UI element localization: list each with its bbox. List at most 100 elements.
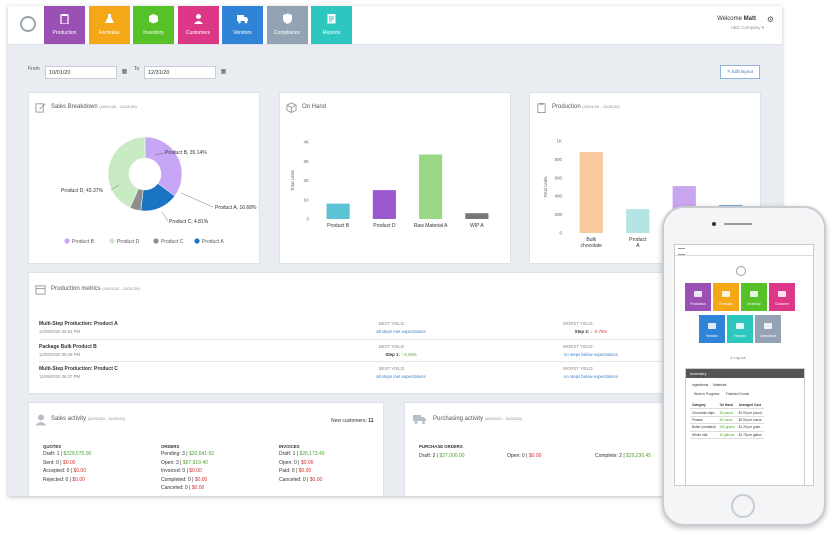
inventory-table: Category On Hand Averaged Cost Chocolate c… [690,402,764,439]
nav-tile-production[interactable]: Production [44,6,85,44]
bar-product-b[interactable] [326,203,350,219]
metric-name[interactable]: Multi-Step Production: Product A [39,321,118,327]
phone-tile-compliance[interactable]: Compliance [755,315,781,343]
amount: $20,641.92 [189,451,215,457]
edit-layout-button[interactable]: ✎ Edit layout [720,65,760,79]
po-complete[interactable]: Complete: 2 | $29,230.45 [595,453,652,459]
from-date-input[interactable]: 10/01/20 [45,66,117,79]
metric-name[interactable]: Multi-Step Production: Product C [39,366,118,372]
bar-product-d[interactable] [372,190,396,219]
invoices-line[interactable]: Canceled: 0 | $0.00 [279,476,323,483]
tile-icon [694,291,702,297]
table-row[interactable]: Whole milk 10 gallons $1.78 per gallon [690,431,764,439]
nav-tile-customers[interactable]: Customers [177,6,219,44]
worst-yield-label: WORST YIELD: [563,321,594,326]
column-header[interactable]: Averaged Cost [736,402,764,410]
orders-line[interactable]: Invoiced: 0 | $0.00 [161,468,202,475]
phone-tile-vendors[interactable]: Vendors [699,315,725,343]
phone-tile-customer[interactable]: Customer [769,283,795,311]
bar-wip-a[interactable] [465,213,489,219]
metric-name[interactable]: Package Bulk Product B [39,344,97,350]
po-draft[interactable]: Draft: 2 | $27,000.00 [419,453,465,459]
pie-slice-product-d[interactable] [107,136,146,209]
best-yield-label: BEST YIELD: [379,366,405,371]
inventory-panel: Inventory Ingredients Materials Work in Pr… [685,368,805,485]
speaker-grille [724,223,752,225]
company-selector[interactable]: ABC Company ▾ [730,25,764,30]
invoices-line[interactable]: Open: 0 | $0.00 [279,459,314,466]
worst-yield-value: no steps below expectations [545,352,637,357]
column-header[interactable]: On Hand [717,402,737,410]
quotes-line[interactable]: Accepted: 0 | $0.00 [43,468,86,475]
quotes-line[interactable]: Sent: 0 | $0.00 [43,459,76,466]
phone-tile-inventory[interactable]: Inventory [741,283,767,311]
column-header[interactable]: Category [690,402,718,410]
metric-row[interactable]: Multi-Step Production: Product C 12/09/20… [39,361,749,382]
orders-line[interactable]: Pending: 3 | $20,641.92 [161,451,215,457]
nav-tile-vendors[interactable]: Vendors [222,6,263,44]
bar-bulk-chocolate[interactable] [579,152,603,233]
orders-line[interactable]: Canceled: 0 | $0.00 [161,485,205,492]
worst-yield-value: Step 3: ↓ -0.75% [545,329,637,334]
best-yield-text[interactable]: all steps met expectations [376,374,426,379]
invoices-line[interactable]: Paid: 0 | $0.00 [279,468,312,475]
quotes-line[interactable]: Draft: 1 | $229,575.00 [43,451,92,457]
phone-tile-production[interactable]: Production [685,283,711,311]
new-customers: New customers: 11 [331,418,374,424]
table-cell: $1.26 per gram [736,423,764,432]
phone-tile-reports[interactable]: Reports [727,315,753,343]
nav-tile-inventory[interactable]: Inventory [133,6,174,44]
metric-row[interactable]: Multi-Step Production: Product A 12/09/20… [39,317,749,337]
calendar-icon[interactable]: ▦ [220,69,227,75]
inventory-tab[interactable]: Materials [713,383,727,387]
inventory-tab[interactable]: Finished Goods [726,392,750,396]
logout-link[interactable]: ⏻ Log out [730,356,746,360]
po-open[interactable]: Open: 0 | $0.00 [507,453,542,459]
table-row[interactable]: Chocolate chips 25 pound $1.90 per pound [690,408,764,417]
bar-product-a[interactable] [626,209,650,233]
nav-tile-compliance[interactable]: Compliance [266,6,308,44]
on-hand-bar-chart: Total Units 0 1K 2K 3K 4K Product B Product D Ra… [290,140,489,229]
worst-yield-text[interactable]: no steps below expectations [564,352,618,357]
hamburger-menu-icon[interactable] [678,248,685,255]
calendar-icon[interactable]: ▦ [121,69,128,75]
nav-tile-formulas[interactable]: Formulas [88,6,130,44]
metric-row[interactable]: Package Bulk Product B 12/09/2020 06:49 P… [39,339,749,360]
gear-icon[interactable]: ⚙ [766,15,774,24]
home-button[interactable] [731,494,755,518]
bar-raw-material-a[interactable] [419,154,443,219]
table-cell: $1.90 per pound [736,408,764,417]
orders-line[interactable]: Completed: 0 | $0.00 [161,476,208,483]
inventory-tab[interactable]: Ingredients [692,383,709,387]
phone-mockup: Production Formulas Inventory Customer Vendo… [662,206,826,526]
calendar-icon [35,285,46,295]
pie-data-label: Product D, 43.37% [61,188,104,194]
x-tick-label: Raw Material A [414,223,448,229]
invoices-column: INVOICES Draft: 1 | $26,173.40 Open: 0 | $… [279,444,325,484]
y-tick-label: 0 [306,217,309,222]
table-row[interactable]: Butter (unsalted) 200 grams $1.26 per gram [690,423,764,432]
legend-swatch [64,238,70,244]
best-yield-step: Step 1: [385,352,400,357]
app-logo-icon [736,266,746,276]
nav-tile-reports[interactable]: Reports [311,6,352,44]
phone-tile-formulas[interactable]: Formulas [713,283,739,311]
legend-label: Product C [161,239,184,245]
worst-yield-label: WORST YIELD: [563,366,594,371]
app-logo-icon[interactable] [20,16,36,32]
pie-slice-product-b[interactable] [144,136,183,197]
to-date-input[interactable]: 12/31/20 [144,66,216,79]
amount: $0.00 [194,476,208,483]
y-tick-label: 400 [554,194,562,199]
best-yield-label: BEST YIELD: [379,321,405,326]
inventory-tab[interactable]: Work in Progress [694,392,720,396]
quotes-line[interactable]: Rejected: 0 | $0.00 [43,476,85,483]
sales-breakdown-card: Sales Breakdown (10/01/20 - 12/31/20) Pr… [28,92,260,264]
invoices-line[interactable]: Draft: 1 | $26,173.40 [279,451,325,457]
orders-line[interactable]: Open: 3 | $67,919.40 [161,459,208,466]
box-icon [286,102,297,113]
table-row[interactable]: Pecans 50 ounce $2.50 per ounce [690,416,764,425]
worst-yield-text[interactable]: no steps below expectations [564,374,618,379]
x-tick-label: WIP A [470,223,484,229]
best-yield-text[interactable]: all steps met expectations [376,329,426,334]
